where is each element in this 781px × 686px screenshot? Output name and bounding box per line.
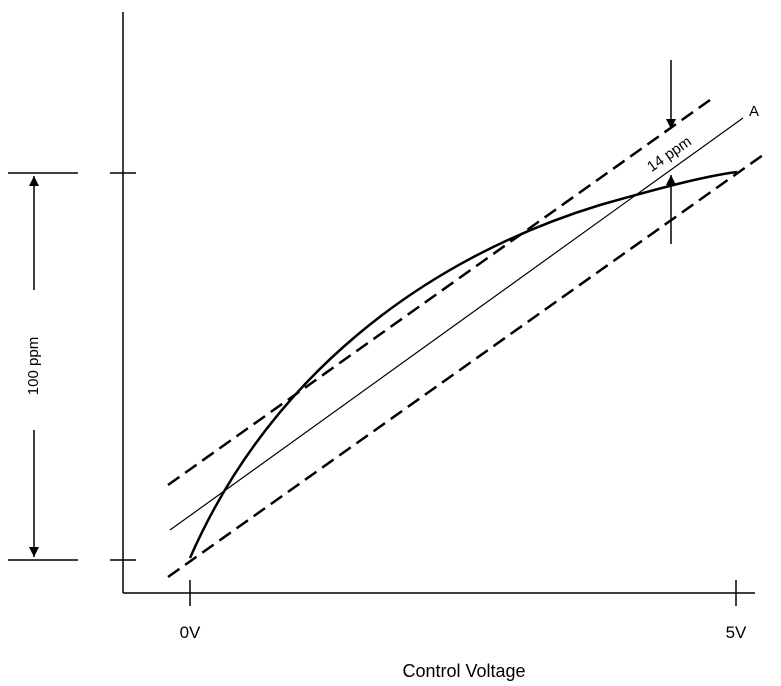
span-label: 100 ppm: [25, 337, 42, 395]
line-a-label: A: [749, 103, 759, 120]
gap-label: 14 ppm: [644, 133, 695, 176]
x-tick-label-0v: 0V: [180, 623, 201, 642]
line-a: [169, 117, 744, 531]
response-curve: [188, 170, 738, 559]
upper-bound-dashed-line: [167, 98, 711, 487]
x-axis-label: Control Voltage: [402, 661, 525, 681]
x-tick-label-5v: 5V: [726, 623, 747, 642]
lower-bound-dashed-line: [167, 153, 764, 579]
